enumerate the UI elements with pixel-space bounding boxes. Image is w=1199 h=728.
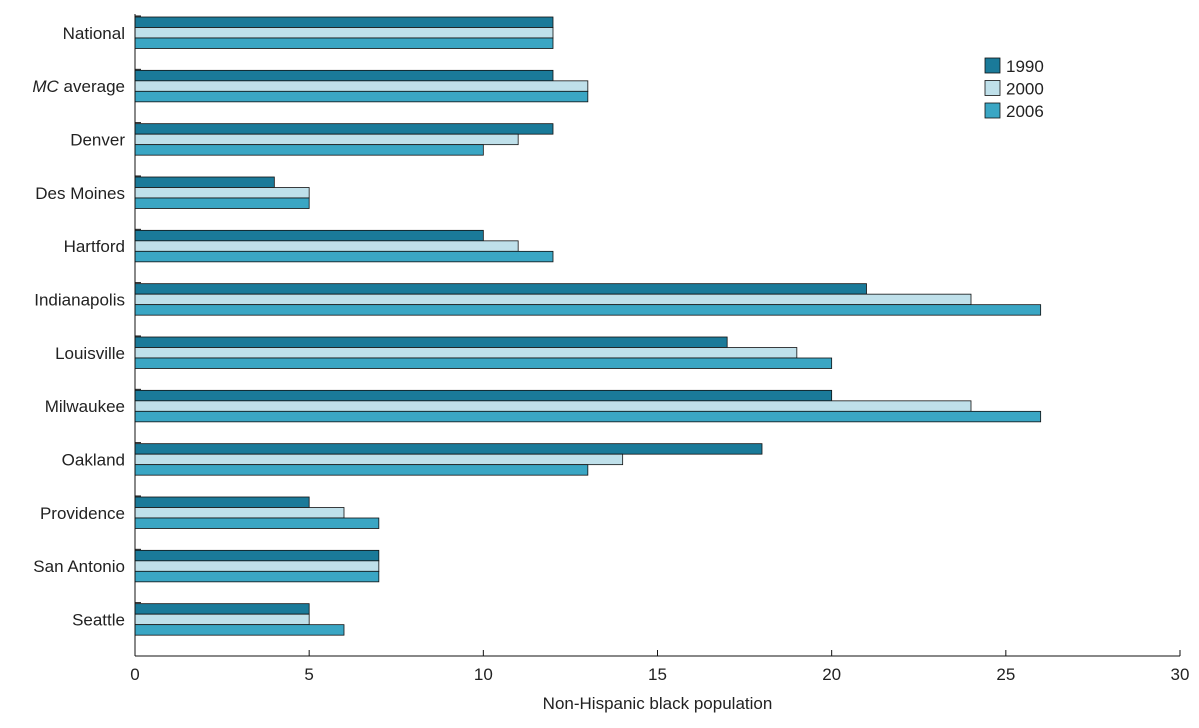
category-label-louisville: Louisville [55, 344, 125, 363]
bar-indianapolis-2000 [134, 293, 972, 306]
bar-des-moines-2000 [134, 187, 310, 199]
legend-swatch-2000 [984, 80, 1001, 96]
bar-louisville-2000 [134, 347, 798, 359]
bar-national-1990 [134, 16, 554, 28]
legend: 1990 2000 2006 [984, 57, 1044, 121]
bar-seattle-1990 [134, 603, 310, 615]
bar-national-2006 [134, 37, 554, 49]
x-tick-label-30: 30 [1171, 665, 1190, 684]
category-label-san-antonio: San Antonio [33, 557, 125, 576]
category-label-national: National [63, 24, 125, 43]
legend-label-1990: 1990 [1006, 57, 1044, 76]
category-label-mc-average: MC average [32, 77, 125, 96]
bar-mc-average-1990 [134, 69, 554, 82]
category-label-des-moines: Des Moines [35, 184, 125, 203]
category-label-milwaukee: Milwaukee [45, 397, 125, 416]
bar-san-antonio-1990 [134, 549, 380, 562]
category-label-seattle: Seattle [72, 610, 125, 629]
legend-label-2006: 2006 [1006, 102, 1044, 121]
category-label-oakland: Oakland [62, 450, 125, 469]
legend-label-2000: 2000 [1006, 80, 1044, 99]
bar-seattle-2006 [134, 624, 345, 636]
bar-san-antonio-2000 [134, 560, 380, 572]
bar-providence-2000 [134, 507, 345, 519]
x-tick-label-15: 15 [648, 665, 667, 684]
x-tick-label-10: 10 [474, 665, 493, 684]
bar-indianapolis-2006 [134, 304, 1042, 316]
bar-hartford-1990 [134, 229, 484, 242]
bar-louisville-2006 [134, 357, 833, 369]
bar-mc-average-2006 [134, 90, 589, 103]
bar-mc-average-2000 [134, 80, 589, 92]
bar-milwaukee-1990 [134, 389, 833, 402]
legend-swatch-2006 [984, 102, 1001, 119]
x-tick-label-0: 0 [130, 665, 139, 684]
x-tick-label-25: 25 [996, 665, 1015, 684]
bar-indianapolis-1990 [134, 283, 867, 295]
bar-providence-2006 [134, 517, 380, 529]
x-tick-label-20: 20 [822, 665, 841, 684]
bar-milwaukee-2006 [134, 410, 1042, 423]
bar-oakland-1990 [134, 443, 763, 455]
bar-milwaukee-2000 [134, 400, 972, 412]
bar-oakland-2000 [134, 453, 624, 466]
bars-group [134, 16, 1042, 636]
category-label-hartford: Hartford [64, 237, 125, 256]
bar-providence-1990 [134, 496, 310, 508]
axes-group: National MC average Denver Des Moines Hartfo… [32, 14, 1189, 684]
bar-des-moines-2006 [134, 197, 310, 209]
bar-san-antonio-2006 [134, 570, 380, 583]
bar-national-2000 [134, 27, 554, 39]
bar-denver-1990 [134, 123, 554, 135]
x-tick-label-5: 5 [304, 665, 313, 684]
category-label-indianapolis: Indianapolis [34, 290, 125, 309]
category-label-denver: Denver [70, 130, 125, 149]
category-label-providence: Providence [40, 504, 125, 523]
bar-hartford-2006 [134, 250, 554, 263]
legend-swatch-1990 [984, 57, 1001, 74]
bar-oakland-2006 [134, 464, 589, 476]
x-axis-title: Non-Hispanic black population [543, 694, 773, 713]
bar-seattle-2000 [134, 613, 310, 626]
bar-louisville-1990 [134, 336, 728, 348]
bar-denver-2000 [134, 133, 519, 146]
bar-hartford-2000 [134, 240, 519, 252]
bar-des-moines-1990 [134, 176, 275, 188]
bar-denver-2006 [134, 144, 484, 156]
